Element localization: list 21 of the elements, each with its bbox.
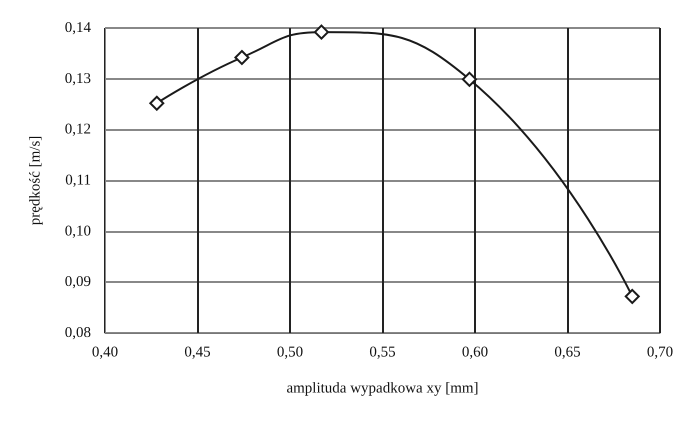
y-tick-label: 0,11 xyxy=(65,172,91,188)
y-tick-label: 0,13 xyxy=(64,70,91,87)
x-tick-label: 0,50 xyxy=(276,344,304,360)
x-tick-label: 0,55 xyxy=(369,344,396,360)
point xyxy=(624,288,640,304)
y-tick-label: 0,12 xyxy=(64,122,91,138)
point xyxy=(149,96,164,111)
y-tick-label: 0,10 xyxy=(64,223,91,240)
x-tick-label: 0,65 xyxy=(554,344,581,360)
x-tick-label: 0,40 xyxy=(92,344,118,360)
y-axis-title: prędkość [m/s] xyxy=(28,136,44,226)
y-tick-label: 0,14 xyxy=(64,20,92,36)
point xyxy=(314,24,329,40)
x-tick-label: 0,60 xyxy=(462,344,488,360)
x-tick-label: 0,70 xyxy=(646,344,674,360)
x-tick-label: 0,45 xyxy=(184,344,211,360)
y-tick-label: 0,09 xyxy=(64,274,91,290)
point xyxy=(234,50,250,65)
x-axis-title: amplituda wypadkowa xy [mm] xyxy=(286,380,479,396)
point xyxy=(462,72,477,87)
y-tick-label: 0,08 xyxy=(64,325,91,341)
